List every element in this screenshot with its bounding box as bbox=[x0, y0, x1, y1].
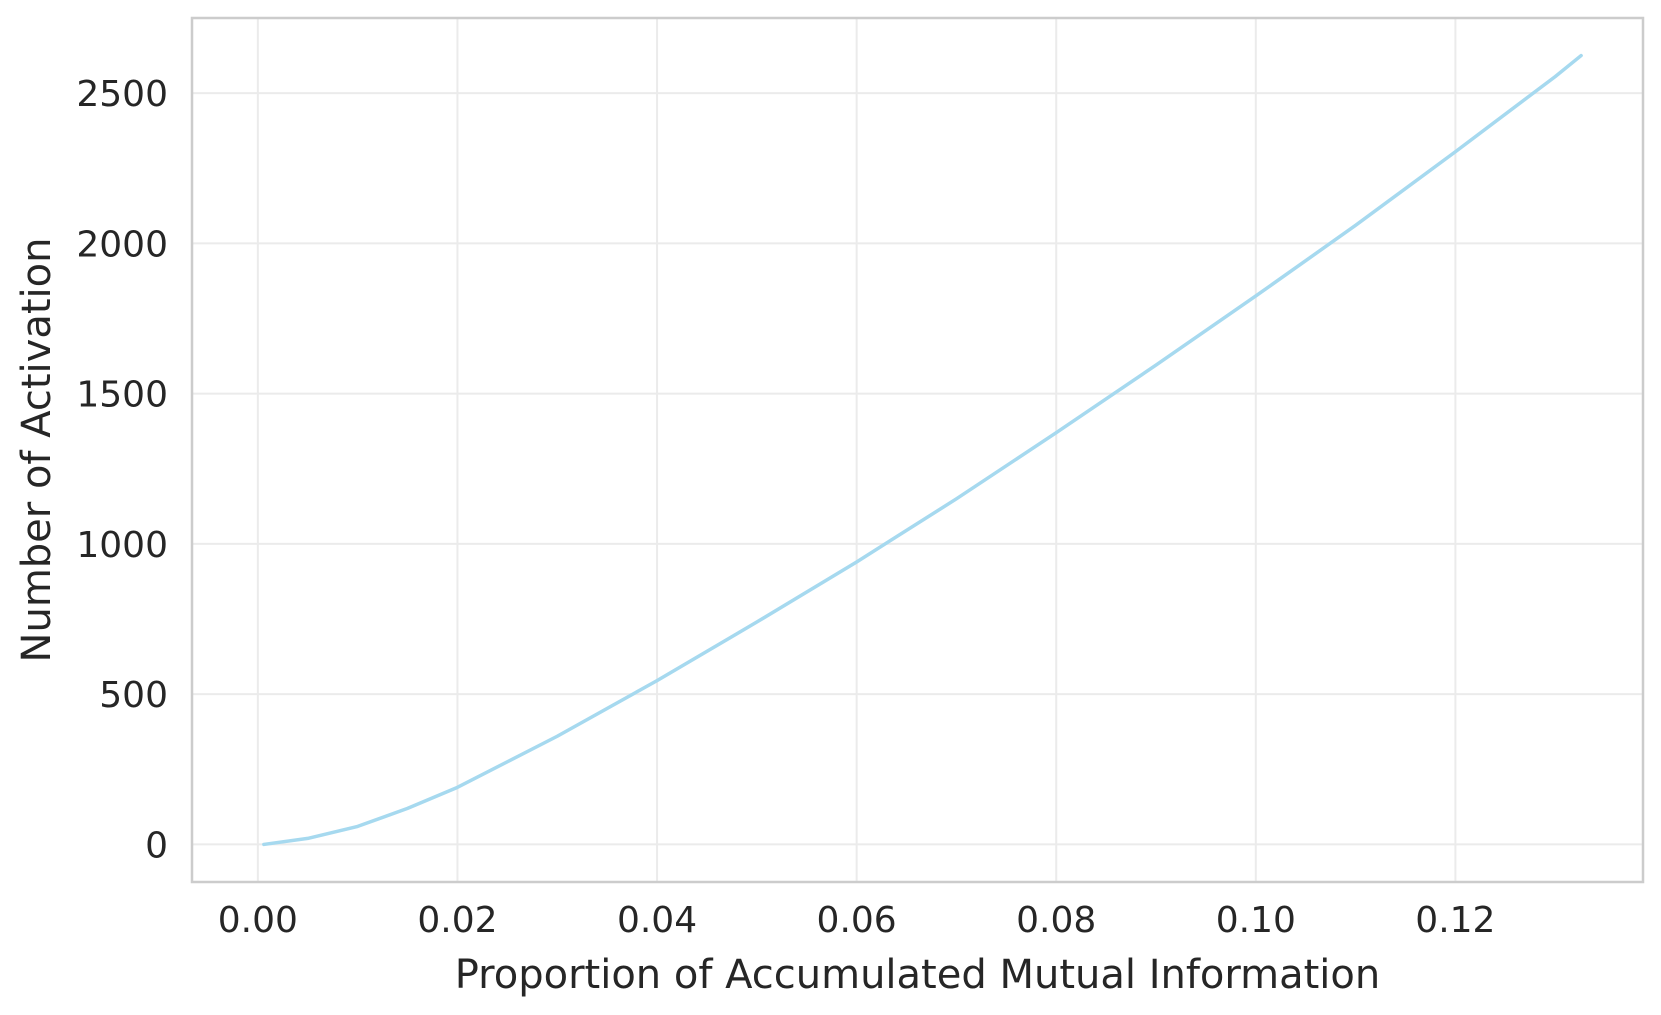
x-tick-labels: 0.00 0.02 0.04 0.06 0.08 0.10 0.12 bbox=[218, 900, 1496, 941]
series-line bbox=[262, 53, 1583, 847]
y-tick-label: 1000 bbox=[76, 525, 168, 566]
y-axis-title: Number of Activation bbox=[14, 238, 60, 663]
y-tick-label: 2500 bbox=[76, 74, 168, 115]
x-axis-title: Proportion of Accumulated Mutual Informa… bbox=[455, 952, 1381, 998]
y-tick-labels: 0 500 1000 1500 2000 2500 bbox=[76, 74, 168, 866]
x-tick-label: 0.06 bbox=[817, 900, 897, 941]
x-tick-label: 0.02 bbox=[417, 900, 497, 941]
y-tick-label: 500 bbox=[99, 675, 168, 716]
x-tick-label: 0.08 bbox=[1016, 900, 1096, 941]
x-tick-label: 0.00 bbox=[218, 900, 298, 941]
y-tick-label: 0 bbox=[145, 825, 168, 866]
x-tick-label: 0.04 bbox=[617, 900, 697, 941]
y-tick-label: 1500 bbox=[76, 375, 168, 416]
grid bbox=[192, 18, 1643, 882]
x-tick-label: 0.12 bbox=[1415, 900, 1495, 941]
x-tick-label: 0.10 bbox=[1216, 900, 1296, 941]
y-tick-label: 2000 bbox=[76, 224, 168, 265]
plot-frame bbox=[190, 16, 1645, 884]
series-layer bbox=[262, 53, 1583, 847]
